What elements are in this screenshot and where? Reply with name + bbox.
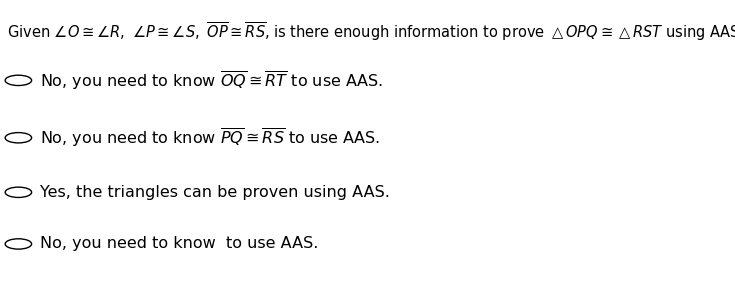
Text: Given $\angle O \cong \angle R,\ \angle P \cong \angle S,\ \overline{OP} \cong \: Given $\angle O \cong \angle R,\ \angle …: [7, 20, 735, 43]
Text: Yes, the triangles can be proven using AAS.: Yes, the triangles can be proven using A…: [40, 185, 390, 200]
Text: No, you need to know  to use AAS.: No, you need to know to use AAS.: [40, 236, 319, 251]
Text: No, you need to know $\overline{PQ} \cong \overline{RS}$ to use AAS.: No, you need to know $\overline{PQ} \con…: [40, 126, 381, 149]
Text: No, you need to know $\overline{OQ} \cong \overline{RT}$ to use AAS.: No, you need to know $\overline{OQ} \con…: [40, 69, 383, 92]
